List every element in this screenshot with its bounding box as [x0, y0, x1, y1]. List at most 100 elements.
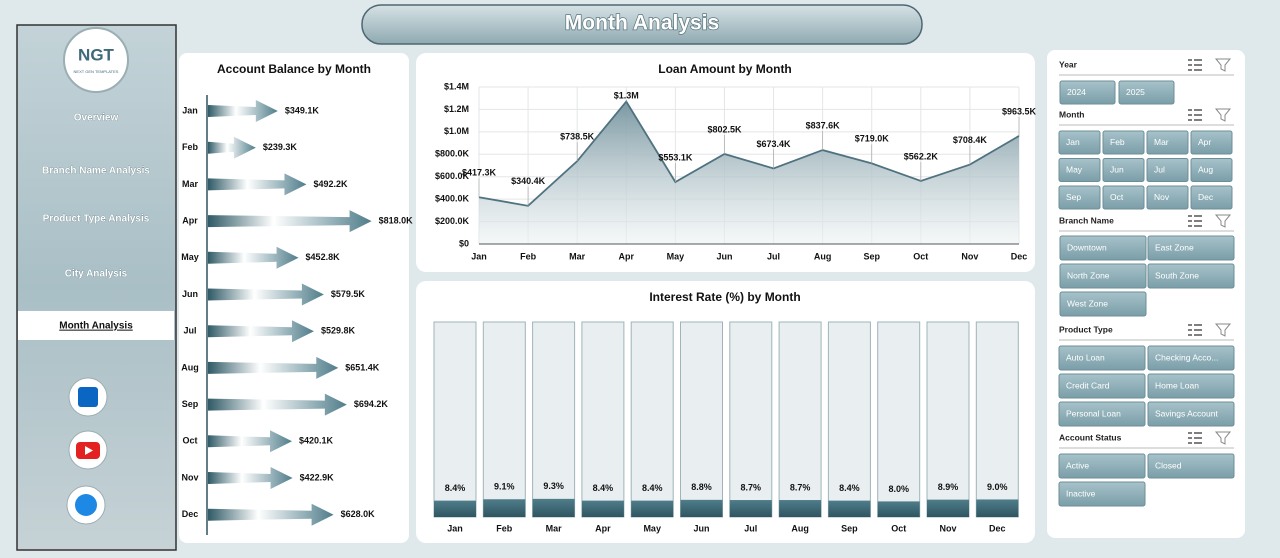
slicer-button[interactable]: [1147, 235, 1235, 261]
nav-item[interactable]: Month Analysis: [59, 321, 133, 332]
slicer-item[interactable]: Savings Account: [1155, 408, 1218, 418]
area-fill: [479, 101, 1019, 244]
x-tick-label: Oct: [891, 523, 906, 533]
slicer-item[interactable]: Credit Card: [1066, 380, 1110, 390]
slicer-button[interactable]: [1147, 373, 1235, 399]
slicer-item[interactable]: Jul: [1154, 164, 1165, 174]
slicer-item[interactable]: Closed: [1155, 460, 1182, 470]
slicer-item[interactable]: Checking Acco...: [1155, 352, 1218, 362]
slicer-button[interactable]: [1118, 80, 1175, 105]
slicer-button[interactable]: [1147, 263, 1235, 289]
slicer-button[interactable]: [1058, 373, 1146, 399]
nav-item[interactable]: Branch Name Analysis: [42, 165, 151, 177]
clear-filter-icon[interactable]: [1214, 58, 1232, 72]
slicer-item[interactable]: Mar: [1154, 137, 1169, 147]
slicer-button[interactable]: [1058, 130, 1101, 155]
slicer-item[interactable]: Dec: [1198, 192, 1214, 202]
data-label: $651.4K: [345, 362, 380, 372]
slicer-button[interactable]: [1190, 130, 1233, 155]
slicer-button[interactable]: [1102, 130, 1145, 155]
slicer-button[interactable]: [1058, 481, 1146, 507]
arrow-bar: [208, 430, 293, 453]
multi-select-icon[interactable]: [1188, 215, 1202, 227]
slicer-button[interactable]: [1102, 185, 1145, 210]
slicer-item[interactable]: Nov: [1154, 192, 1170, 202]
slicer-item[interactable]: Apr: [1198, 137, 1211, 147]
clear-filter-icon[interactable]: [1214, 431, 1232, 445]
clear-filter-icon[interactable]: [1214, 108, 1232, 122]
slicer-button[interactable]: [1058, 401, 1146, 427]
globe: [75, 494, 97, 516]
slicer-button[interactable]: [1059, 291, 1147, 317]
slicer-item[interactable]: Jan: [1066, 137, 1080, 147]
arrow-bar: [208, 467, 293, 489]
slicer-item[interactable]: Active: [1066, 460, 1089, 470]
nav-item[interactable]: Overview: [73, 112, 119, 124]
slicer-item[interactable]: Jun: [1110, 164, 1124, 174]
slicer-button[interactable]: [1058, 185, 1101, 210]
slicer-button[interactable]: [1058, 345, 1146, 371]
slicer-button[interactable]: [1059, 235, 1147, 261]
slicer-item[interactable]: 2025: [1126, 87, 1145, 97]
data-label: 8.7%: [790, 482, 811, 492]
bar: [631, 500, 674, 517]
slicer-button[interactable]: [1146, 185, 1189, 210]
arrow-bar: [208, 136, 256, 159]
y-tick-label: $200.0K: [435, 216, 470, 226]
logo-subtitle: NEXT GEN TEMPLATES: [74, 69, 119, 74]
slicer-item[interactable]: South Zone: [1155, 270, 1199, 280]
slicer-button[interactable]: [1147, 401, 1235, 427]
slicer-button[interactable]: [1059, 80, 1116, 105]
slicer-title: Month: [1059, 109, 1085, 119]
slicer-item[interactable]: 2024: [1067, 87, 1086, 97]
multi-select-icon[interactable]: [1188, 324, 1202, 336]
arrow-bar: [208, 100, 278, 122]
y-tick-label: Nov: [181, 472, 198, 482]
data-label: 8.9%: [938, 482, 959, 492]
chart-title: Interest Rate (%) by Month: [649, 290, 800, 304]
slicer-item[interactable]: West Zone: [1067, 298, 1108, 308]
slicer-button[interactable]: [1147, 453, 1235, 479]
slicer-button[interactable]: [1146, 158, 1189, 182]
data-label: $349.1K: [285, 105, 320, 115]
data-label: $529.8K: [321, 326, 356, 336]
multi-select-icon[interactable]: [1188, 432, 1202, 444]
slicer-item[interactable]: Aug: [1198, 164, 1213, 174]
slicer-button[interactable]: [1102, 158, 1145, 182]
slicer-button[interactable]: [1190, 158, 1233, 182]
y-tick-label: $600.0K: [435, 171, 470, 181]
page-title: Month Analysis: [565, 12, 719, 35]
slicer-button[interactable]: [1059, 263, 1147, 289]
slicer-button[interactable]: [1058, 158, 1101, 182]
slicer-button[interactable]: [1058, 453, 1146, 479]
logo: NGT: [78, 45, 115, 64]
slicer-item[interactable]: May: [1066, 164, 1083, 174]
slicer-button[interactable]: [1146, 130, 1189, 155]
data-label: $673.4K: [757, 139, 792, 149]
slicer-button[interactable]: [1190, 185, 1233, 210]
nav-item[interactable]: Product Type Analysis: [42, 213, 150, 225]
slicer-item[interactable]: Feb: [1110, 137, 1125, 147]
data-label: $553.1K: [658, 152, 693, 162]
x-tick-label: Nov: [939, 523, 956, 533]
y-tick-label: Jun: [182, 289, 198, 299]
clear-filter-icon[interactable]: [1214, 214, 1232, 228]
slicer-item[interactable]: East Zone: [1155, 242, 1194, 252]
nav-item[interactable]: City Analysis: [64, 268, 128, 280]
slicer-item[interactable]: Home Loan: [1155, 380, 1199, 390]
slicer-button[interactable]: [1147, 345, 1235, 371]
slicer-item[interactable]: Downtown: [1067, 242, 1107, 252]
multi-select-icon[interactable]: [1188, 109, 1202, 121]
slicer-item[interactable]: Sep: [1066, 192, 1081, 202]
slicer-item[interactable]: Auto Loan: [1066, 352, 1105, 362]
multi-select-icon[interactable]: [1188, 59, 1202, 71]
slicer-item[interactable]: Oct: [1110, 192, 1124, 202]
bar-backdrop: [581, 321, 625, 518]
slicer-item[interactable]: Inactive: [1066, 488, 1096, 498]
clear-filter-icon[interactable]: [1214, 323, 1232, 337]
data-label: $818.0K: [379, 215, 414, 225]
data-label: $694.2K: [354, 399, 389, 409]
slicer-item[interactable]: North Zone: [1067, 270, 1110, 280]
slicer-item[interactable]: Personal Loan: [1066, 408, 1121, 418]
